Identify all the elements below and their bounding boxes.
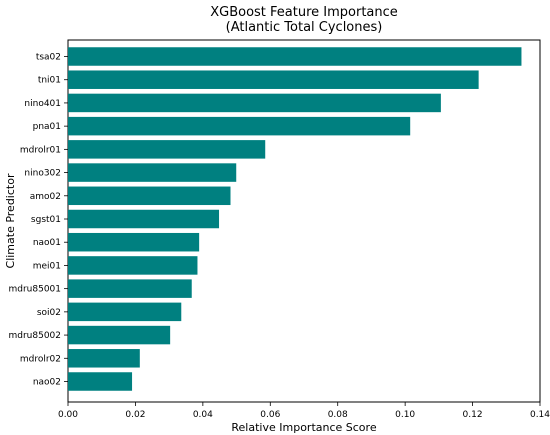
y-tick-label: tsa02 [36, 53, 61, 63]
bar-tni01 [68, 70, 479, 89]
x-tick-label: 0.04 [193, 410, 213, 420]
y-tick-label: pna01 [33, 122, 61, 132]
bars-group [68, 47, 522, 391]
y-tick-label: nao02 [33, 378, 61, 388]
x-axis-label: Relative Importance Score [231, 421, 376, 434]
y-axis-label: Climate Predictor [4, 173, 17, 268]
bar-mdru85001 [68, 279, 192, 298]
chart-title: XGBoost Feature Importance [210, 5, 398, 20]
x-tick-label: 0.02 [125, 410, 145, 420]
y-tick-label: nino401 [24, 99, 61, 109]
bar-tsa02 [68, 47, 522, 66]
x-tick-label: 0.06 [260, 410, 280, 420]
x-tick-label: 0.14 [530, 410, 550, 420]
x-ticks-group: 0.00 0.02 0.04 0.06 0.08 0.10 0.12 0.14 [58, 402, 550, 420]
bar-nao01 [68, 232, 200, 252]
y-tick-label: mdru85002 [8, 331, 61, 341]
bar-nino302 [68, 163, 237, 182]
x-tick-label: 0.10 [395, 410, 415, 420]
plot-area: tsa02 tni01 nino401 pna01 mdrolr01 nino302 amo… [8, 39, 550, 420]
bar-mei01 [68, 256, 198, 275]
y-tick-label: mdrolr01 [20, 145, 61, 155]
bar-amo02 [68, 186, 231, 206]
bar-mdrolr01 [68, 140, 266, 159]
y-tick-label: amo02 [30, 192, 61, 202]
y-tick-label: mei01 [33, 261, 61, 271]
bar-mdru85002 [68, 325, 171, 345]
bar-nino401 [68, 93, 441, 113]
x-tick-label: 0.00 [58, 410, 78, 420]
y-tick-label: mdru85001 [8, 285, 61, 295]
y-ticks-group: tsa02 tni01 nino401 pna01 mdrolr01 nino302 amo… [8, 53, 68, 388]
bar-pna01 [68, 116, 411, 136]
y-tick-label: mdrolr02 [20, 354, 61, 364]
x-tick-label: 0.12 [463, 410, 483, 420]
y-tick-label: sgst01 [31, 215, 61, 225]
y-tick-label: nao01 [33, 238, 61, 248]
chart-subtitle: (Atlantic Total Cyclones) [226, 20, 383, 35]
bar-nao02 [68, 372, 133, 391]
bar-soi02 [68, 302, 182, 322]
x-tick-label: 0.08 [328, 410, 348, 420]
bar-mdrolr02 [68, 349, 140, 368]
y-tick-label: soi02 [37, 308, 61, 318]
bar-sgst01 [68, 209, 220, 229]
y-tick-label: tni01 [38, 76, 61, 86]
y-tick-label: nino302 [24, 169, 61, 179]
